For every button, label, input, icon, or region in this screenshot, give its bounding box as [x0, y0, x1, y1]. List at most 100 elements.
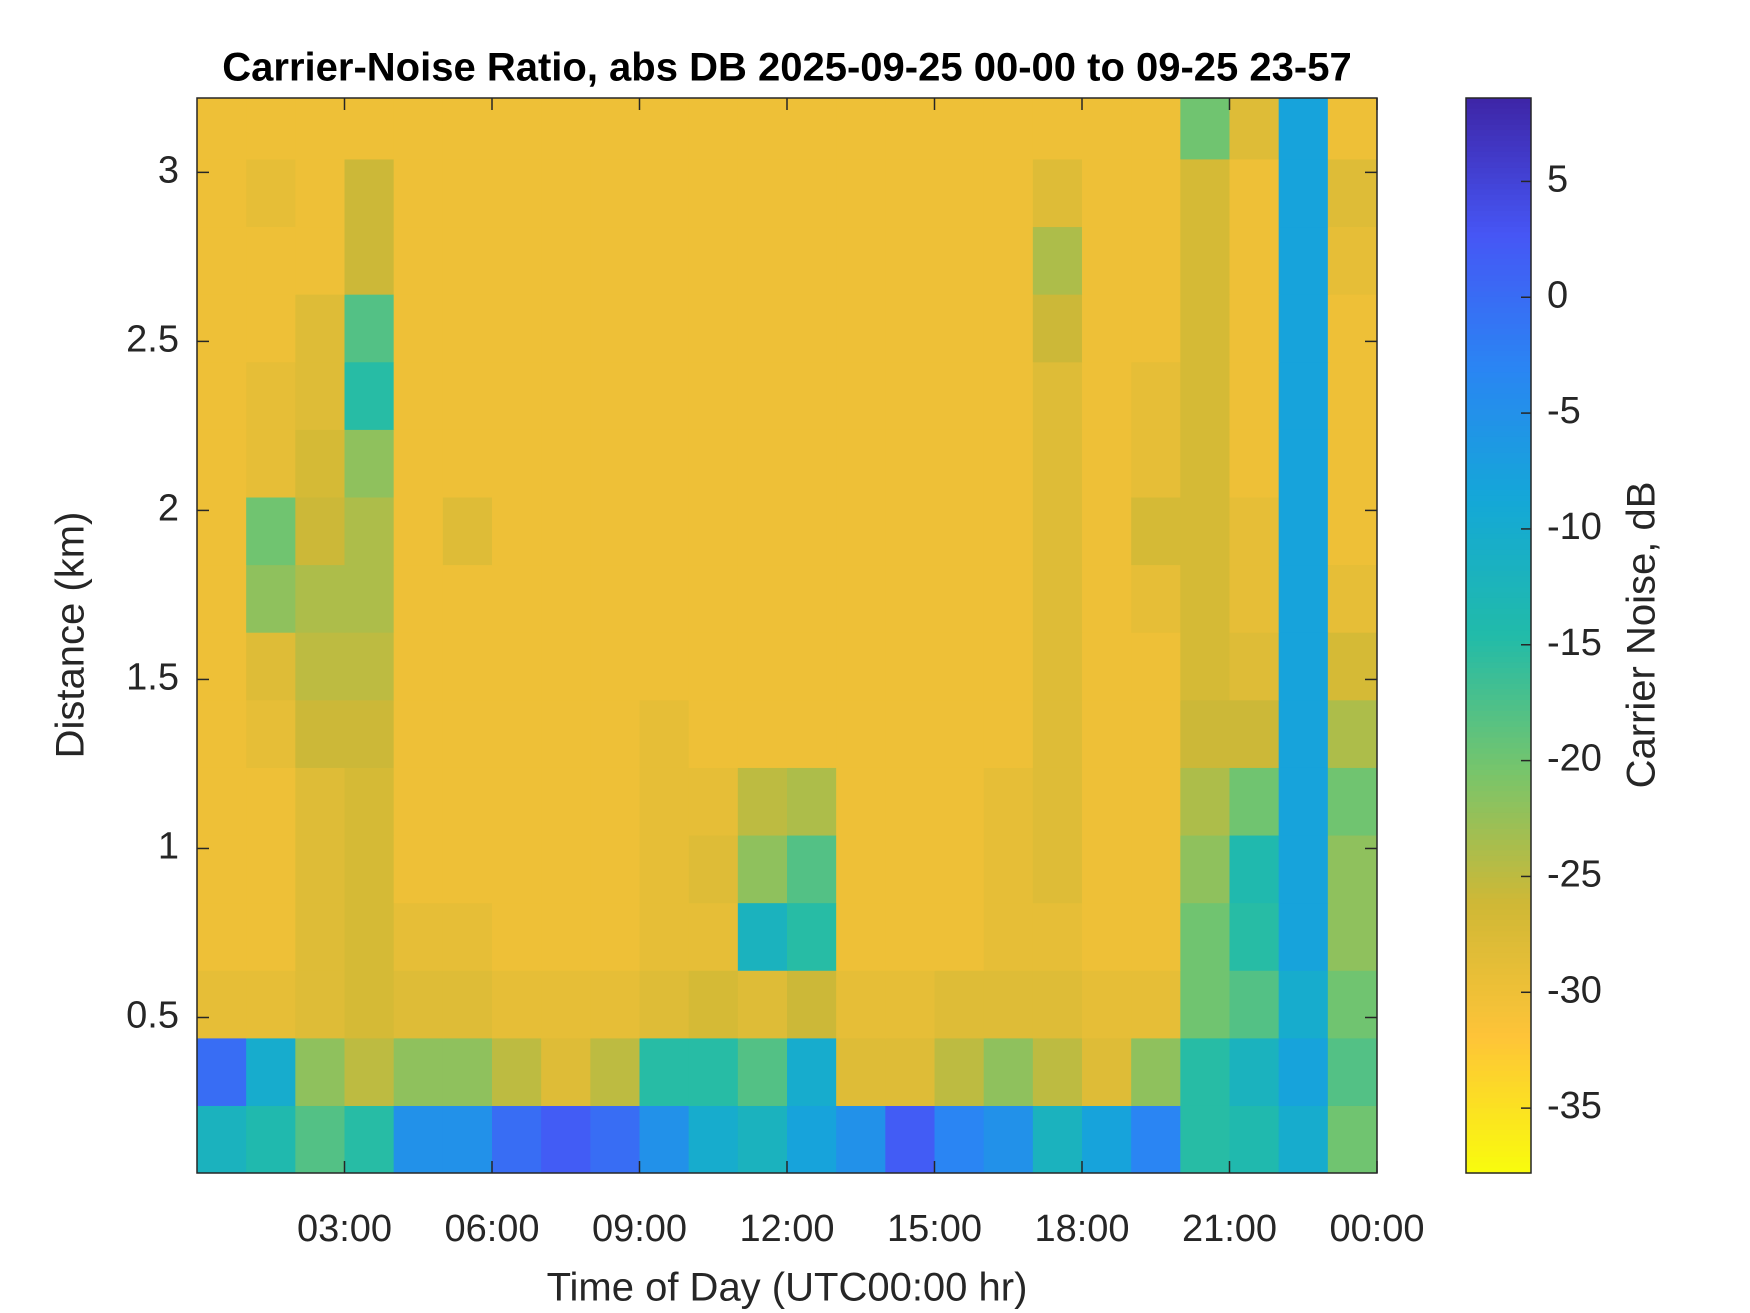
colorbar-swatch: [1466, 382, 1531, 389]
heatmap-cell: [1131, 834, 1181, 904]
heatmap-cell: [639, 496, 690, 566]
heatmap-cell: [688, 1105, 739, 1173]
heatmap-cell: [737, 1105, 788, 1173]
colorbar-swatch: [1466, 1054, 1531, 1061]
heatmap-cell: [983, 902, 1034, 971]
colorbar-swatch: [1466, 721, 1531, 728]
colorbar-swatch: [1466, 232, 1531, 239]
colorbar-swatch: [1466, 726, 1531, 733]
colorbar-swatch: [1466, 1108, 1531, 1115]
colorbar-swatch: [1466, 920, 1531, 927]
heatmap-cell: [1082, 496, 1132, 566]
colorbar-swatch: [1466, 979, 1531, 986]
heatmap-cell: [934, 1105, 985, 1173]
colorbar-swatch: [1466, 479, 1531, 486]
heatmap-cell: [1278, 1105, 1329, 1173]
heatmap-cell: [541, 294, 591, 363]
heatmap-cell: [639, 699, 690, 768]
colorbar-swatch: [1466, 775, 1531, 782]
heatmap-cell: [639, 361, 690, 430]
heatmap-cell: [1032, 226, 1083, 295]
heatmap-cell: [836, 564, 886, 633]
y-tick-label: 2.5: [126, 318, 179, 360]
heatmap-cell: [492, 970, 542, 1039]
heatmap-cell: [492, 429, 542, 498]
colorbar-swatch: [1466, 372, 1531, 379]
heatmap-cell: [295, 226, 346, 295]
heatmap-cell: [1032, 429, 1083, 498]
colorbar-swatch: [1466, 350, 1531, 357]
heatmap-cell: [492, 1105, 542, 1173]
colorbar-swatch: [1466, 882, 1531, 889]
heatmap-cell: [1180, 361, 1231, 430]
colorbar-swatch: [1466, 872, 1531, 878]
heatmap-cell: [1082, 902, 1132, 971]
heatmap-cell: [688, 564, 739, 633]
heatmap-cell: [737, 902, 788, 971]
heatmap-cell: [737, 158, 788, 228]
colorbar-swatch: [1466, 1022, 1531, 1029]
colorbar-swatch: [1466, 275, 1531, 282]
heatmap-cell: [1082, 632, 1132, 701]
heatmap-cell: [246, 158, 296, 228]
heatmap-cell: [836, 834, 886, 904]
heatmap-cell: [1229, 429, 1280, 498]
heatmap-cell: [295, 98, 346, 160]
heatmap-cell: [1180, 699, 1231, 768]
heatmap-cell: [688, 158, 739, 228]
y-tick-label: 2: [158, 487, 179, 529]
heatmap-cell: [1327, 226, 1377, 295]
colorbar-swatch: [1466, 1017, 1531, 1024]
heatmap-cell: [1131, 699, 1181, 768]
heatmap-cell: [1229, 496, 1280, 566]
heatmap-cell: [885, 834, 936, 904]
x-tick-label: 18:00: [1034, 1208, 1129, 1250]
colorbar-swatch: [1466, 571, 1531, 577]
heatmap-cell: [1032, 1037, 1083, 1106]
heatmap-cell: [492, 496, 542, 566]
heatmap-cell: [492, 1037, 542, 1106]
heatmap-cell: [393, 902, 444, 971]
heatmap-cell: [885, 767, 936, 836]
heatmap-cell: [787, 699, 837, 768]
heatmap-cell: [1229, 1037, 1280, 1106]
colorbar-swatch: [1466, 560, 1531, 567]
colorbar-tick-label: -10: [1547, 506, 1602, 548]
heatmap-cell: [1327, 429, 1377, 498]
colorbar-swatch: [1466, 302, 1531, 309]
colorbar-swatch: [1466, 329, 1531, 336]
heatmap-cell: [934, 970, 985, 1039]
x-tick-label: 03:00: [297, 1208, 392, 1250]
x-tick-label: 06:00: [444, 1208, 539, 1250]
heatmap-cell: [639, 767, 690, 836]
heatmap-cell: [1131, 767, 1181, 836]
colorbar-swatch: [1466, 248, 1531, 255]
heatmap-cell: [688, 98, 739, 160]
x-tick-label: 15:00: [887, 1208, 982, 1250]
heatmap-cell: [1327, 699, 1377, 768]
colorbar-swatch: [1466, 968, 1531, 975]
heatmap-cell: [393, 158, 444, 228]
heatmap-cell: [344, 699, 395, 768]
colorbar-swatch: [1466, 834, 1531, 841]
heatmap-cell: [344, 226, 395, 295]
colorbar-swatch: [1466, 683, 1531, 690]
colorbar-swatch: [1466, 958, 1531, 964]
heatmap-cell: [541, 834, 591, 904]
heatmap-cell: [688, 767, 739, 836]
colorbar-tick-label: -30: [1547, 969, 1602, 1011]
colorbar-swatch: [1466, 1130, 1531, 1136]
colorbar-swatch: [1466, 388, 1531, 395]
heatmap-cell: [787, 496, 837, 566]
heatmap-cell: [197, 834, 247, 904]
heatmap-cell: [442, 361, 493, 430]
heatmap-cell: [688, 429, 739, 498]
heatmap-cell: [393, 834, 444, 904]
colorbar-swatch: [1466, 1146, 1531, 1153]
heatmap-cell: [983, 970, 1034, 1039]
heatmap-cell: [295, 158, 346, 228]
heatmap-cell: [934, 294, 985, 363]
heatmap-cell: [1278, 767, 1329, 836]
heatmap-cell: [885, 699, 936, 768]
